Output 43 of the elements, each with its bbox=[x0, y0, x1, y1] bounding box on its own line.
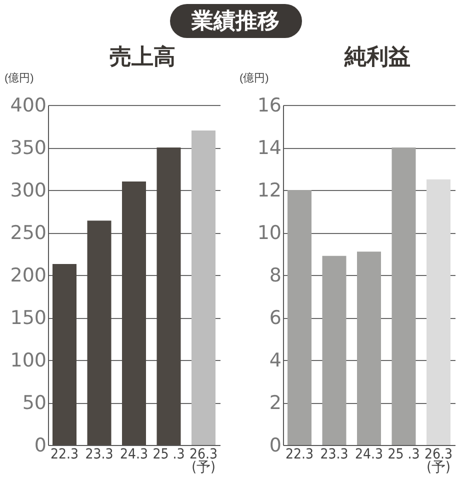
x-tick-label: 22.3 bbox=[285, 446, 314, 462]
y-tick-label: 6 bbox=[269, 307, 282, 329]
y-tick-label: 8 bbox=[269, 264, 282, 286]
y-tick-label: 4 bbox=[269, 350, 282, 372]
chart-title: 純利益 bbox=[343, 44, 412, 72]
x-tick-label: 26.3 (予) bbox=[424, 446, 453, 476]
y-tick-label: 250 bbox=[10, 222, 46, 244]
x-tick-label: 23.3 bbox=[320, 446, 348, 462]
y-tick-label: 0 bbox=[269, 434, 282, 456]
y-tick-label: 400 bbox=[10, 94, 46, 116]
bar bbox=[322, 256, 346, 445]
y-tick-label: 100 bbox=[10, 350, 46, 372]
bar bbox=[426, 179, 450, 445]
y-tick-label: 12 bbox=[257, 180, 282, 202]
bar bbox=[392, 148, 416, 445]
bar bbox=[156, 148, 181, 445]
bar bbox=[122, 182, 146, 445]
y-axis-title: (億円) bbox=[240, 72, 269, 84]
y-tick-label: 300 bbox=[10, 180, 46, 202]
bar bbox=[52, 264, 77, 445]
y-tick-label: 200 bbox=[10, 264, 46, 286]
x-tick-label: 26.3 (予) bbox=[189, 446, 218, 476]
y-axis-title: (億円) bbox=[4, 72, 34, 84]
x-tick-label: 22.3 bbox=[50, 446, 79, 462]
y-tick-label: 16 bbox=[257, 94, 282, 116]
bar bbox=[87, 220, 112, 445]
y-tick-label: 2 bbox=[269, 392, 282, 414]
y-tick-label: 150 bbox=[10, 307, 46, 329]
x-tick-label: 24.3 bbox=[120, 446, 148, 462]
x-tick-label: 25 .3 bbox=[152, 446, 185, 462]
y-tick-label: 0 bbox=[34, 434, 46, 456]
bar bbox=[288, 190, 312, 445]
bar bbox=[357, 252, 381, 445]
bar bbox=[191, 130, 216, 445]
x-tick-label: 24.3 bbox=[354, 446, 384, 462]
y-tick-label: 350 bbox=[10, 137, 46, 159]
x-tick-label: 23.3 bbox=[85, 446, 114, 462]
y-tick-label: 10 bbox=[257, 222, 282, 244]
x-tick-label: 25 .3 bbox=[388, 446, 420, 462]
y-tick-label: 14 bbox=[257, 137, 282, 159]
chart-title: 売上高 bbox=[108, 44, 176, 72]
text: 業績推移 bbox=[170, 4, 302, 38]
y-tick-label: 50 bbox=[22, 392, 46, 414]
